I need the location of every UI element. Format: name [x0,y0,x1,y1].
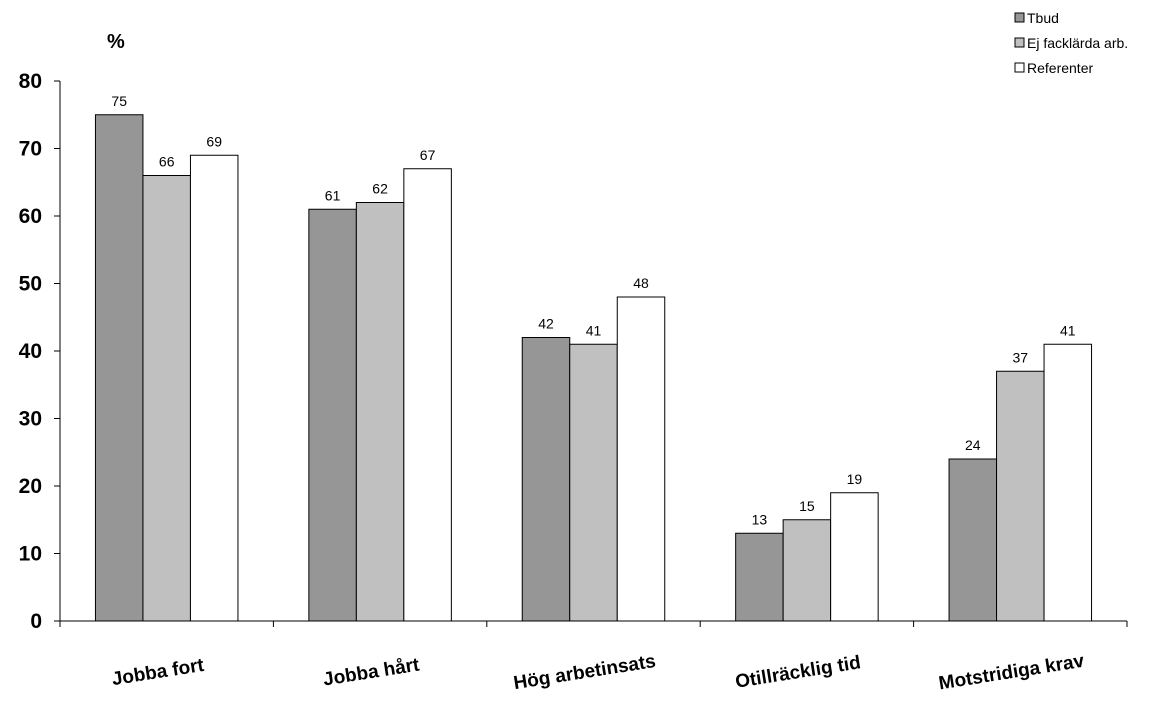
data-label: 48 [633,275,649,291]
y-tick-label: 10 [19,543,42,566]
bar [94,114,144,622]
data-label: 37 [1013,349,1029,365]
data-label: 42 [538,316,554,332]
bar [735,532,784,622]
data-label: 41 [586,322,602,338]
category-label: Otillräcklig tid [734,652,862,693]
data-label: 67 [420,147,436,163]
category-label: Jobba hårt [322,654,422,690]
y-tick-label: 40 [19,340,42,363]
data-label: 41 [1060,322,1076,338]
data-label: 69 [206,133,222,149]
data-label: 24 [965,437,981,453]
bar [616,296,666,622]
y-axis-ticks: 0 10 20 30 40 50 60 70 80 [19,70,60,633]
y-tick-label: 70 [19,138,42,161]
bar [189,154,239,622]
x-axis-ticks [59,621,1128,627]
category-label: Hög arbetinsats [512,651,657,694]
category-label: Motstridiga krav [937,651,1086,695]
legend: Tbud Ej facklärda arb. Referenter [1014,10,1128,76]
legend-swatch [1014,12,1025,23]
y-axis-unit-label: % [107,31,125,53]
data-label: 19 [847,471,863,487]
y-tick-label: 0 [30,610,42,633]
bar [948,458,998,622]
bar [521,337,571,622]
legend-label: Referenter [1027,60,1093,76]
data-labels-group: 75 66 69 61 62 67 42 41 48 13 15 19 24 37 41 [111,93,1075,528]
y-tick-label: 50 [19,273,42,296]
legend-swatch [1014,37,1025,48]
bar [782,519,832,622]
data-label: 66 [159,154,175,170]
y-tick-label: 80 [19,70,42,93]
legend-swatch [1014,62,1025,73]
legend-label: Tbud [1027,10,1059,26]
bar [1043,343,1093,622]
y-tick-label: 30 [19,408,42,431]
bar [355,202,405,622]
y-tick-label: 60 [19,205,42,228]
bar [403,168,452,622]
bars-group [94,114,1093,622]
data-label: 15 [799,498,815,514]
data-label: 62 [372,181,388,197]
bar [569,343,618,622]
y-tick-label: 20 [19,475,42,498]
data-label: 13 [752,511,768,527]
bar [308,208,357,622]
data-label: 61 [325,187,341,203]
bar [142,175,191,622]
bar [830,492,879,622]
legend-label: Ej facklärda arb. [1027,35,1128,51]
data-label: 75 [111,93,127,109]
bar [996,370,1045,622]
category-labels-group: Jobba fort Jobba hårt Hög arbetinsats Otill… [110,651,1086,695]
category-label: Jobba fort [110,655,206,690]
